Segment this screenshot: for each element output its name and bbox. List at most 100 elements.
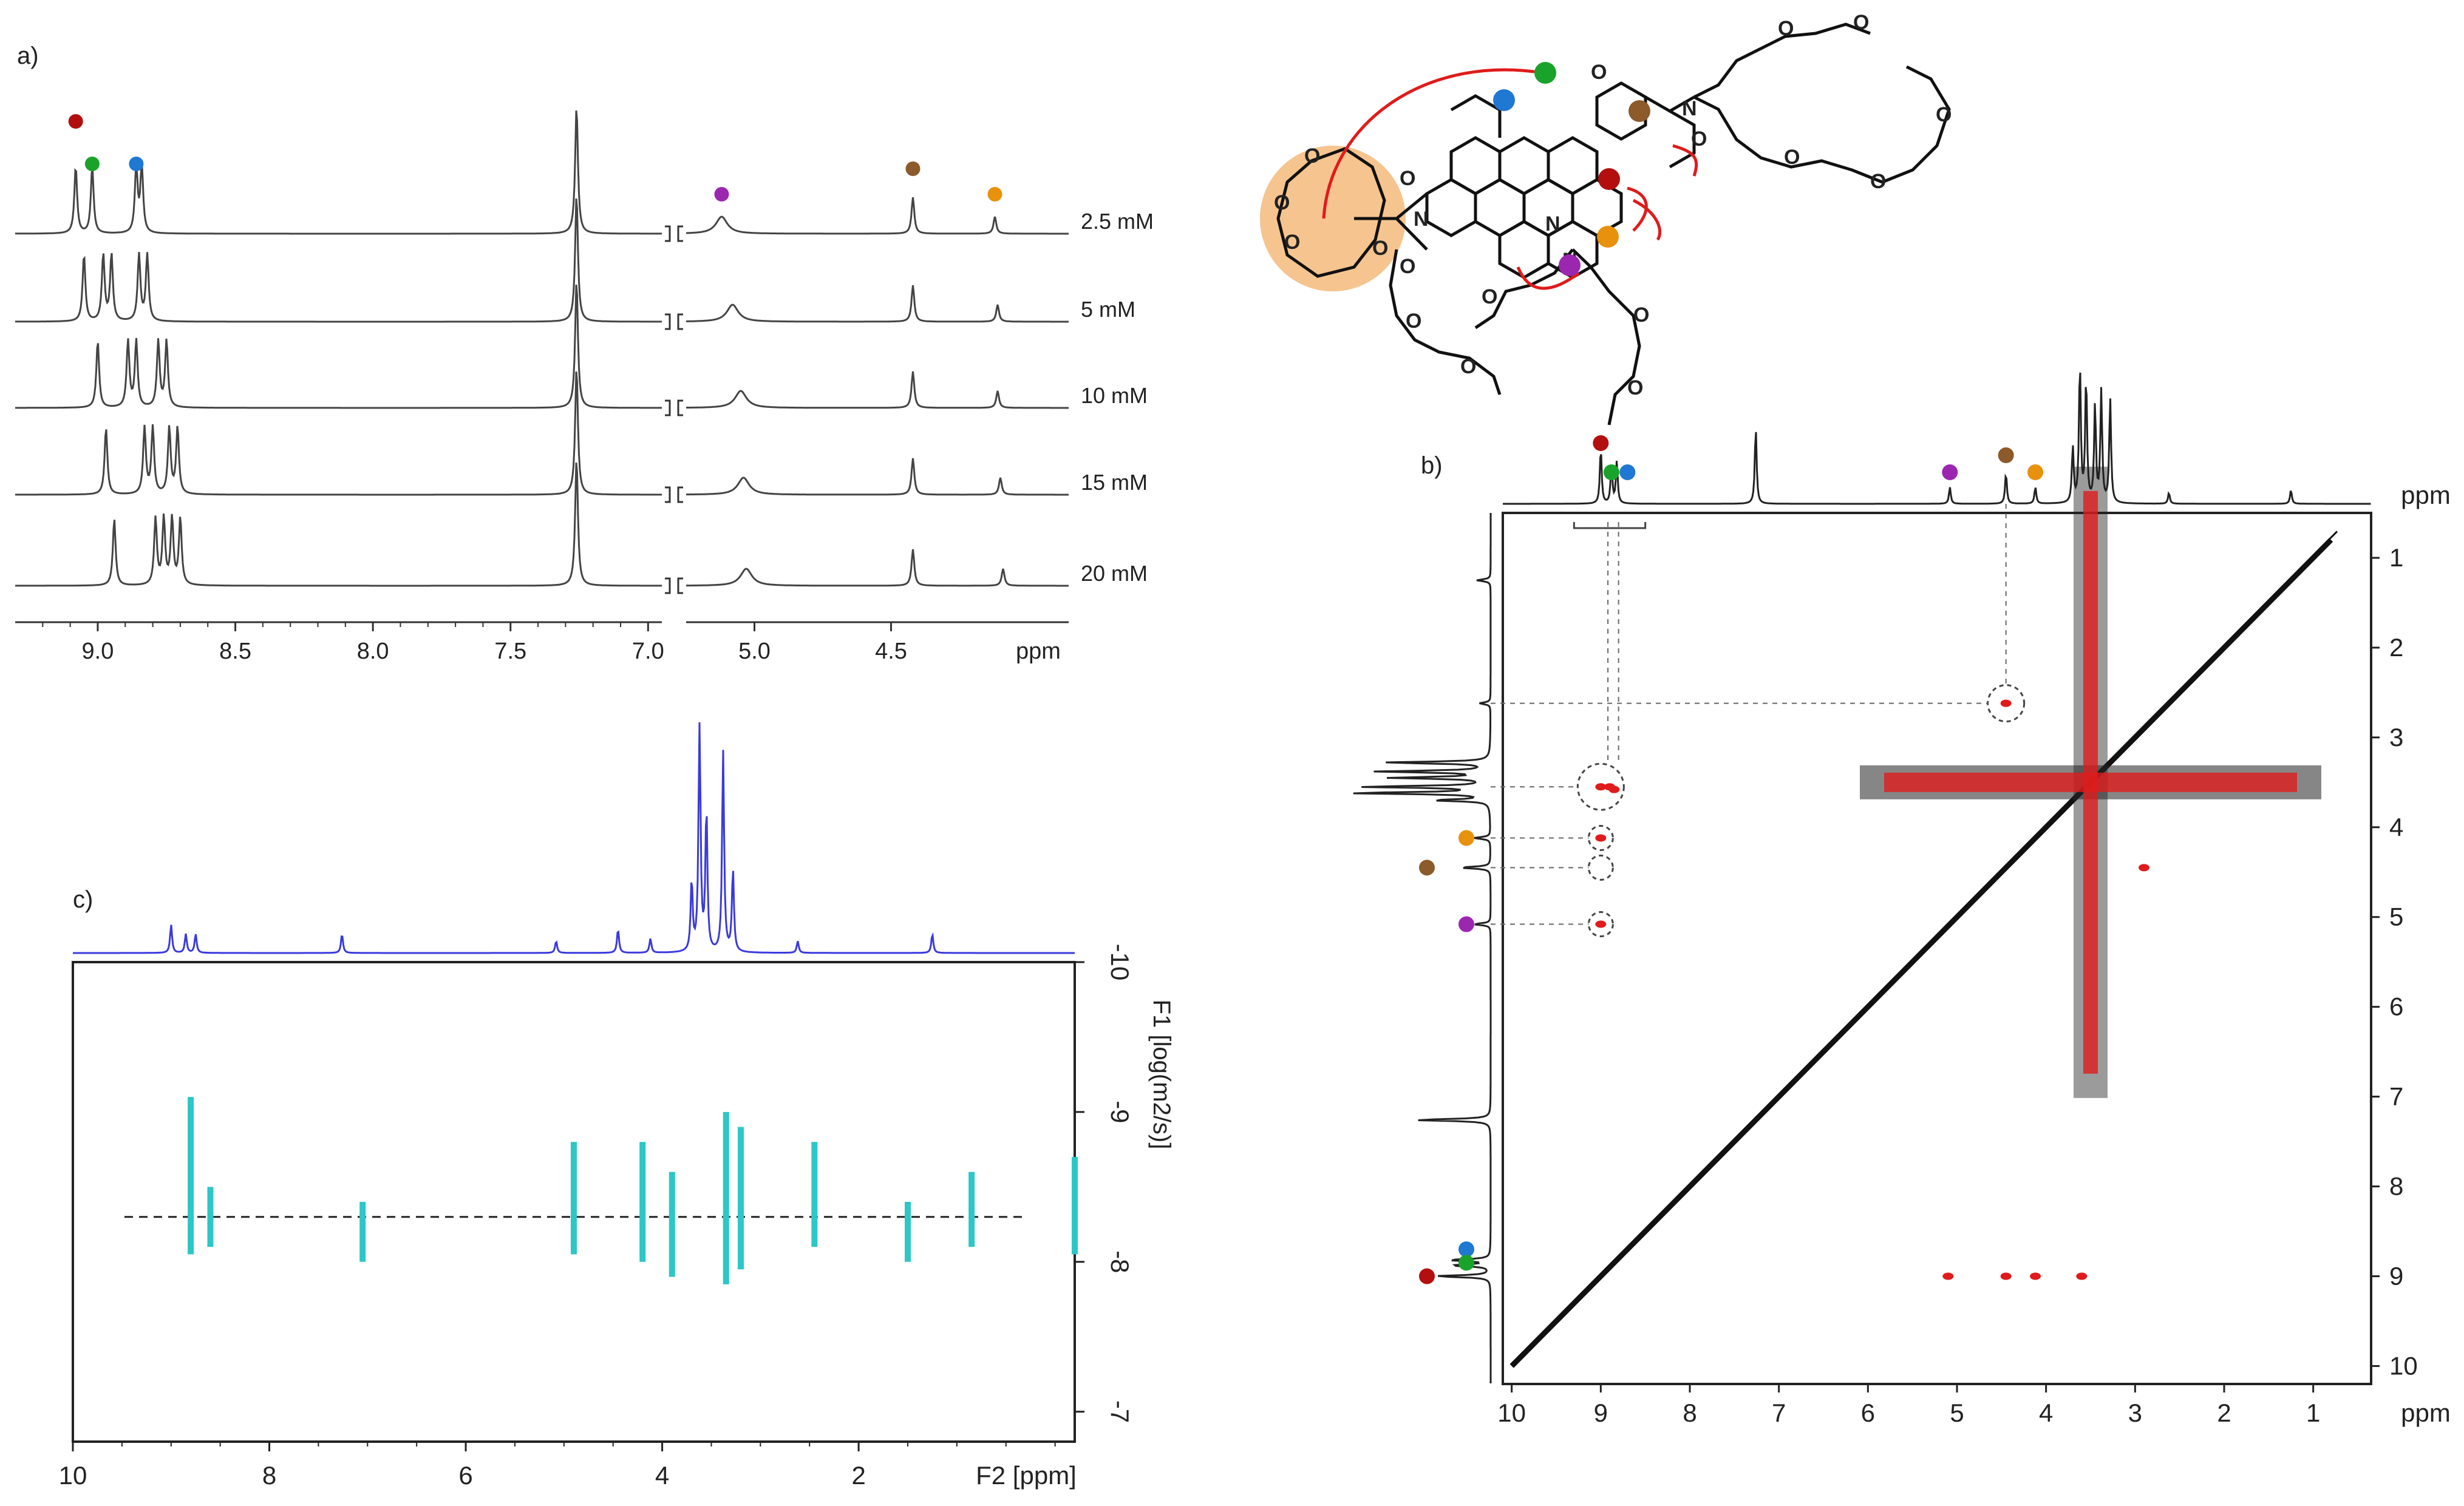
- x-tick-label: 5.0: [738, 639, 771, 664]
- noesy-highlight-circle: [1576, 762, 1625, 811]
- noesy-cross-peak: [1595, 834, 1607, 842]
- y-axis-title: ppm: [2401, 481, 2451, 509]
- y-tick-label: -8: [1106, 1250, 1134, 1273]
- green-left-marker: [1458, 1255, 1474, 1271]
- dosy-signal: [207, 1187, 214, 1247]
- axis-break-bracket: [665, 313, 671, 330]
- y-tick-label: -9: [1106, 1101, 1134, 1123]
- axis-break-bracket: [677, 577, 683, 594]
- x-tick-label: 3: [2128, 1399, 2142, 1427]
- spectrum-trace-4-right: [686, 458, 1069, 496]
- x-tick-label: 2: [851, 1461, 865, 1490]
- x-tick-label: 8: [1683, 1399, 1697, 1427]
- green-proton-marker: [1534, 62, 1556, 84]
- atom-o-chain-7: O: [1627, 376, 1643, 399]
- molecule-structure: N N N N O O O O O O O O O O O O O O O O …: [1260, 11, 1952, 426]
- molecule-markers: [1493, 62, 1650, 276]
- axis-break-bracket: [665, 577, 671, 594]
- y-tick-label: 7: [2389, 1082, 2403, 1111]
- panel-b-label: b): [1421, 452, 1443, 479]
- x-tick-label: 4.5: [875, 639, 907, 664]
- dosy-signal: [359, 1202, 366, 1262]
- spectrum-trace-5-right: [686, 549, 1069, 587]
- panel-a-label: a): [17, 42, 39, 69]
- x-tick-label: 7.0: [632, 639, 664, 664]
- axis-break-bracket: [677, 486, 683, 503]
- atom-o-chain-4: O: [1870, 170, 1886, 193]
- x-tick-label: 9.0: [82, 639, 114, 664]
- y-tick-label: 8: [2389, 1172, 2403, 1201]
- y-tick-label: 10: [2389, 1351, 2418, 1380]
- noesy-top-projection: [1503, 372, 2371, 505]
- y-tick-label: -7: [1106, 1400, 1134, 1423]
- y-tick-label: 1: [2389, 543, 2403, 572]
- spectrum-trace-4-left: [15, 371, 662, 496]
- x-tick-label: 5: [1950, 1399, 1964, 1427]
- axis-break-bracket: [665, 486, 671, 503]
- noesy-cross-peak: [1942, 1272, 1954, 1280]
- panel-c-dosy: 10 8 6 4 2 F2 [ppm] -10 -9 -8 -7 F1 [log(m2/s)]: [59, 722, 1175, 1490]
- concentration-label: 15 mM: [1081, 470, 1148, 495]
- x-tick-label: 6: [1861, 1399, 1875, 1427]
- x-axis-title: ppm: [2401, 1399, 2451, 1427]
- brown-left-marker: [1419, 860, 1435, 876]
- x-tick-label: 10: [1497, 1399, 1526, 1427]
- x-tick-label: 7.5: [494, 639, 526, 664]
- green-marker: [84, 157, 100, 171]
- atom-o-chain-2: O: [1853, 11, 1869, 34]
- orange-proton-marker: [1597, 226, 1619, 248]
- y-tick-label: 5: [2389, 903, 2403, 931]
- dosy-signal: [723, 1111, 729, 1284]
- y-tick-label: 6: [2389, 992, 2403, 1021]
- panel-b-noesy: 10 9 8 7 6 5 4 3 2 1 ppm ppm 1 2 3 4 5 6 7 8 9 10: [1353, 372, 2451, 1427]
- noesy-cross-peak: [1595, 920, 1607, 928]
- noesy-cross-peak: [2139, 864, 2149, 872]
- x-tick-label: 8.5: [219, 639, 251, 664]
- blue-left-marker: [1458, 1241, 1474, 1258]
- x-axis-title: ppm: [1016, 639, 1061, 664]
- spectrum-trace-1-right: [686, 197, 1069, 235]
- axis-break-bracket: [677, 225, 683, 242]
- blue-marker: [129, 157, 144, 171]
- noesy-highlight-circle: [1587, 911, 1614, 938]
- blue-proton-marker: [1493, 89, 1515, 111]
- noe-arrows: [1322, 68, 1698, 290]
- noesy-plot-frame: [1502, 512, 2372, 1385]
- atom-o-chain-6: O: [1633, 304, 1649, 327]
- spectrum-trace-2-left: [15, 198, 662, 323]
- noesy-cross-peak: [2000, 1272, 2012, 1280]
- x-tick-label: 10: [59, 1461, 87, 1490]
- atom-o-chain-8: O: [1482, 285, 1497, 308]
- axis-break-bracket: [665, 225, 671, 242]
- y-axis-title: F1 [log(m2/s)]: [1148, 1000, 1175, 1150]
- dosy-1h-projection: [73, 722, 1075, 954]
- atom-n-pyrrole: N: [1545, 212, 1560, 236]
- y-tick-label: -10: [1106, 944, 1134, 981]
- atom-n-imide-left: N: [1414, 208, 1429, 231]
- atom-o-chain-1: O: [1778, 17, 1794, 40]
- purple-left-marker: [1458, 916, 1474, 932]
- concentration-label: 2.5 mM: [1081, 209, 1154, 234]
- dosy-signal: [905, 1202, 911, 1262]
- panel-a-spectra: 2.5 mM 5 mM 10 mM 15 mM 20 mM 9.0 8.5 8.0 7.5 7.0…: [15, 110, 1154, 664]
- noesy-diagonal-contour: [1517, 531, 2338, 1358]
- axis-break-bracket: [665, 399, 671, 416]
- dosy-signal: [968, 1172, 975, 1247]
- red-marker: [68, 114, 83, 129]
- concentration-label: 20 mM: [1081, 561, 1148, 586]
- spectrum-trace-1-left: [15, 110, 662, 235]
- crown-ether-highlight: [1260, 146, 1406, 291]
- orange-left-marker: [1458, 830, 1474, 846]
- x-tick-label: 7: [1772, 1399, 1786, 1427]
- y-tick-label: 4: [2389, 813, 2403, 841]
- atom-o-1: O: [1591, 61, 1607, 84]
- atom-o-4: O: [1400, 255, 1415, 278]
- spectrum-trace-3-right: [686, 371, 1069, 409]
- noesy-aromatic-bracket: [1573, 522, 1647, 529]
- atom-o-crown-2: O: [1274, 191, 1290, 214]
- blue-top-marker: [1619, 464, 1636, 480]
- red-left-marker: [1419, 1268, 1435, 1284]
- purple-top-marker: [1942, 464, 1958, 480]
- noesy-cross-peak: [2076, 1272, 2088, 1280]
- x-tick-label: 6: [458, 1461, 472, 1490]
